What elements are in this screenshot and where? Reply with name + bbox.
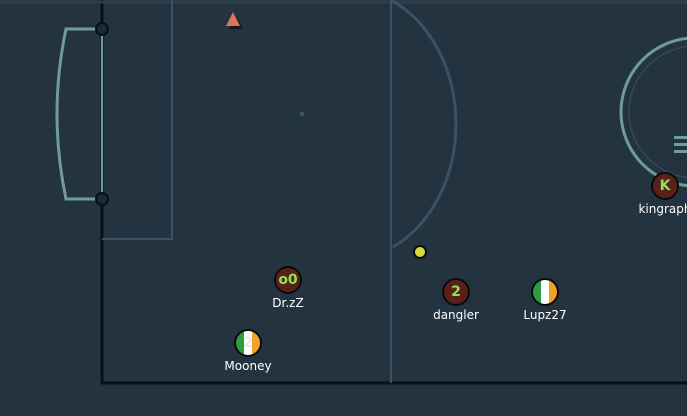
goal-post-bottom	[95, 192, 109, 206]
ball[interactable]	[413, 245, 427, 259]
right-circle	[619, 36, 687, 188]
center-arc	[390, 0, 458, 249]
player-dangler-name: dangler	[433, 308, 479, 322]
goal-post-top	[95, 22, 109, 36]
player-lupz27-avatar	[531, 278, 559, 306]
player-mooney-name: Mooney	[224, 359, 272, 373]
player-mooney[interactable]: 2 Mooney	[188, 329, 308, 373]
player-drzz-name: Dr.zZ	[272, 296, 304, 310]
player-kingraph-avatar: K	[651, 172, 679, 200]
center-spot	[299, 111, 305, 117]
player-kingraph[interactable]: K kingraph	[605, 172, 687, 216]
marker-triangle	[226, 12, 240, 26]
player-drzz-avatar: o0	[274, 266, 302, 294]
player-drzz[interactable]: o0 Dr.zZ	[228, 266, 348, 310]
penalty-box	[102, 0, 173, 240]
logo-fragment	[674, 136, 687, 153]
player-dangler[interactable]: 2 dangler	[396, 278, 516, 322]
player-dangler-avatar: 2	[442, 278, 470, 306]
right-circle-inner	[628, 45, 687, 179]
player-mooney-avatar: 2	[234, 329, 262, 357]
player-lupz27[interactable]: Lupz27	[485, 278, 605, 322]
player-kingraph-name: kingraph	[638, 202, 687, 216]
player-lupz27-name: Lupz27	[523, 308, 567, 322]
goal-net	[55, 27, 102, 201]
